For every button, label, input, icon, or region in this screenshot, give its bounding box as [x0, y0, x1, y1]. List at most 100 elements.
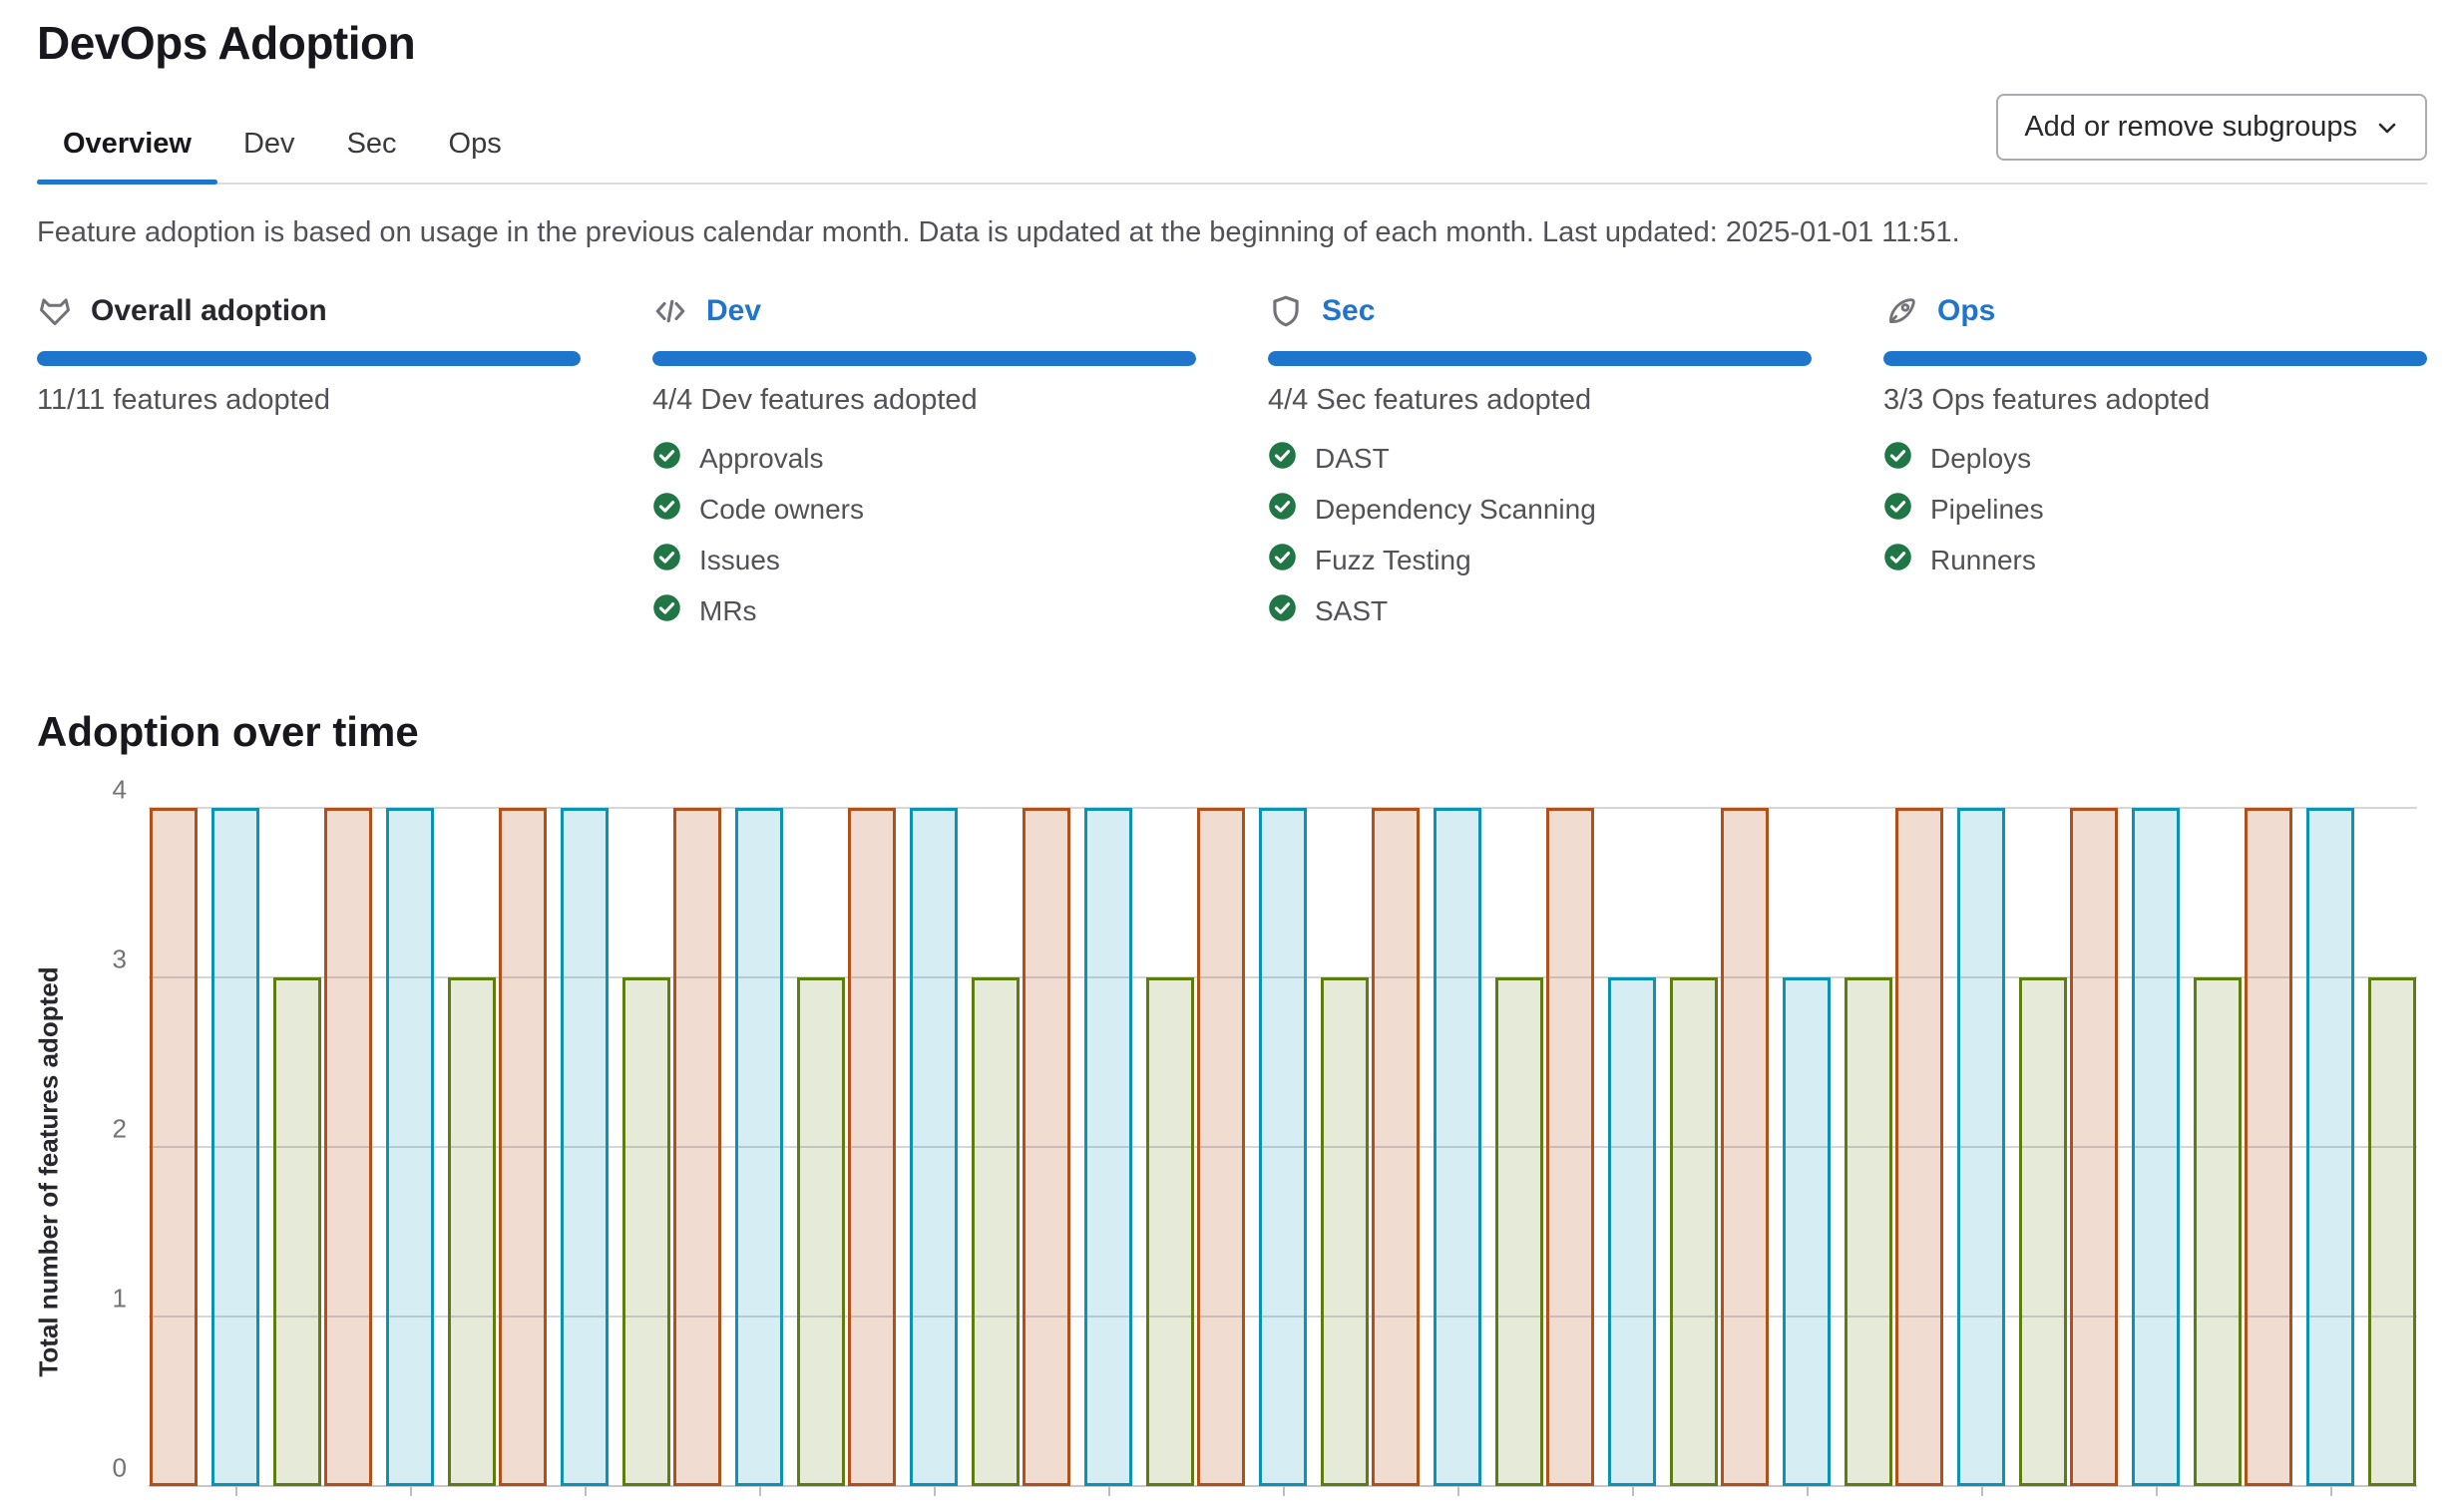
bar-sec-october[interactable]	[1782, 977, 1831, 1486]
bar-ops-march[interactable]	[622, 977, 671, 1486]
x-axis-label: January	[2243, 1504, 2417, 1506]
bar-dev-may[interactable]	[848, 808, 897, 1486]
bar-groups	[149, 808, 2417, 1496]
last-updated-note: Feature adoption is based on usage in th…	[37, 216, 1960, 248]
feature-label: Runners	[1930, 545, 2036, 575]
x-axis-label: April	[672, 1504, 847, 1506]
tanuki-icon	[37, 293, 73, 329]
bar-sec-january[interactable]	[2305, 808, 2354, 1486]
bar-group-12	[2068, 808, 2243, 1496]
tab-sec[interactable]: Sec	[346, 128, 397, 160]
bar-ops-january[interactable]	[273, 977, 322, 1486]
bar-dev-january[interactable]	[2244, 808, 2292, 1486]
bar-sec-september[interactable]	[1607, 977, 1656, 1486]
x-axis-label: February	[323, 1504, 498, 1506]
bar-sec-july[interactable]	[1258, 808, 1307, 1486]
feature-item: Code owners	[652, 492, 1196, 528]
bar-sec-april[interactable]	[735, 808, 784, 1486]
bar-ops-july[interactable]	[1320, 977, 1369, 1486]
bar-ops-december[interactable]	[2193, 977, 2242, 1486]
add-or-remove-subgroups-button[interactable]: Add or remove subgroups	[1996, 94, 2427, 161]
bar-group-5	[847, 808, 1022, 1496]
add-or-remove-subgroups-label: Add or remove subgroups	[2024, 111, 2357, 143]
bar-ops-september[interactable]	[1669, 977, 1718, 1486]
x-axis-label: May	[847, 1504, 1022, 1506]
x-axis-tick	[1631, 1486, 1634, 1496]
bar-dev-january[interactable]	[150, 808, 199, 1486]
feature-item: Pipelines	[1883, 492, 2427, 528]
bar-dev-december[interactable]	[2069, 808, 2118, 1486]
bar-ops-november[interactable]	[2018, 977, 2067, 1486]
adoption-progress-fill	[1268, 351, 1812, 366]
bar-sec-may[interactable]	[910, 808, 959, 1486]
card-header: Dev	[652, 293, 1196, 329]
bar-dev-november[interactable]	[1894, 808, 1943, 1486]
feature-item: SAST	[1268, 593, 1812, 629]
bar-dev-april[interactable]	[673, 808, 722, 1486]
bar-sec-june[interactable]	[1084, 808, 1133, 1486]
x-axis-labels: JanuaryFebruaryMarchAprilMayJuneJulyAugu…	[149, 1504, 2417, 1506]
check-circle-icon	[652, 492, 681, 528]
features-adopted-count: 3/3 Ops features adopted	[1883, 384, 2211, 416]
tab-ops[interactable]: Ops	[448, 128, 502, 160]
bar-group-9	[1544, 808, 1719, 1496]
card-title[interactable]: Ops	[1937, 294, 1996, 327]
adoption-progress-fill	[652, 351, 1196, 366]
bar-group-11	[1893, 808, 2068, 1496]
check-circle-icon	[1268, 543, 1297, 578]
bar-dev-june[interactable]	[1023, 808, 1071, 1486]
adoption-card-sec: Sec 4/4 Sec features adopted DAST Dependenc…	[1268, 293, 1812, 644]
adoption-progress-fill	[37, 351, 581, 366]
bar-sec-august[interactable]	[1433, 808, 1481, 1486]
x-axis-label: September	[1544, 1504, 1719, 1506]
adoption-progress-bar	[1883, 351, 2427, 366]
check-circle-icon	[1268, 492, 1297, 528]
bar-dev-august[interactable]	[1371, 808, 1420, 1486]
adoption-card-dev: Dev 4/4 Dev features adopted Approvals Code…	[652, 293, 1196, 644]
x-axis-label: November	[1893, 1504, 2068, 1506]
adoption-progress-bar	[37, 351, 581, 366]
card-title: Overall adoption	[91, 294, 327, 327]
bar-ops-october[interactable]	[1844, 977, 1892, 1486]
code-icon	[652, 293, 688, 329]
feature-list: Deploys Pipelines Runners	[1883, 441, 2427, 578]
card-header: Ops	[1883, 293, 2427, 329]
bar-sec-november[interactable]	[1956, 808, 2005, 1486]
x-axis-tick	[934, 1486, 937, 1496]
adoption-progress-bar	[1268, 351, 1812, 366]
x-axis-label: January	[149, 1504, 323, 1506]
check-circle-icon	[1883, 543, 1912, 578]
x-axis-tick	[2155, 1486, 2158, 1496]
bar-ops-august[interactable]	[1494, 977, 1543, 1486]
feature-label: Issues	[699, 545, 780, 575]
bar-sec-january[interactable]	[211, 808, 260, 1486]
feature-list: Approvals Code owners Issues MRs	[652, 441, 1196, 629]
card-title[interactable]: Sec	[1322, 294, 1376, 327]
card-header: Sec	[1268, 293, 1812, 329]
bar-dev-september[interactable]	[1545, 808, 1594, 1486]
bar-sec-february[interactable]	[386, 808, 435, 1486]
card-title[interactable]: Dev	[706, 294, 762, 327]
bar-dev-july[interactable]	[1196, 808, 1245, 1486]
y-tick-label: 0	[112, 1452, 127, 1483]
bar-ops-may[interactable]	[972, 977, 1021, 1486]
gridline-y-2	[149, 1146, 2417, 1148]
adoption-over-time-chart: Total number of features adopted 0 1 2 3 4 J…	[34, 775, 2417, 1506]
bar-sec-december[interactable]	[2131, 808, 2180, 1486]
card-header: Overall adoption	[37, 293, 581, 329]
bar-dev-february[interactable]	[324, 808, 373, 1486]
bar-dev-march[interactable]	[499, 808, 548, 1486]
tab-overview[interactable]: Overview	[37, 108, 217, 185]
feature-item: Approvals	[652, 441, 1196, 477]
bar-group-2	[323, 808, 498, 1496]
bar-ops-june[interactable]	[1146, 977, 1195, 1486]
bar-sec-march[interactable]	[561, 808, 610, 1486]
tab-dev[interactable]: Dev	[242, 128, 295, 160]
bar-dev-october[interactable]	[1720, 808, 1769, 1486]
check-circle-icon	[1268, 593, 1297, 629]
bar-ops-january[interactable]	[2367, 977, 2416, 1486]
x-axis-tick	[2329, 1486, 2332, 1496]
bar-ops-april[interactable]	[797, 977, 846, 1486]
bar-ops-february[interactable]	[448, 977, 497, 1486]
tab-bar: Overview Dev Sec Ops Add or remove subgroup…	[37, 94, 2427, 185]
